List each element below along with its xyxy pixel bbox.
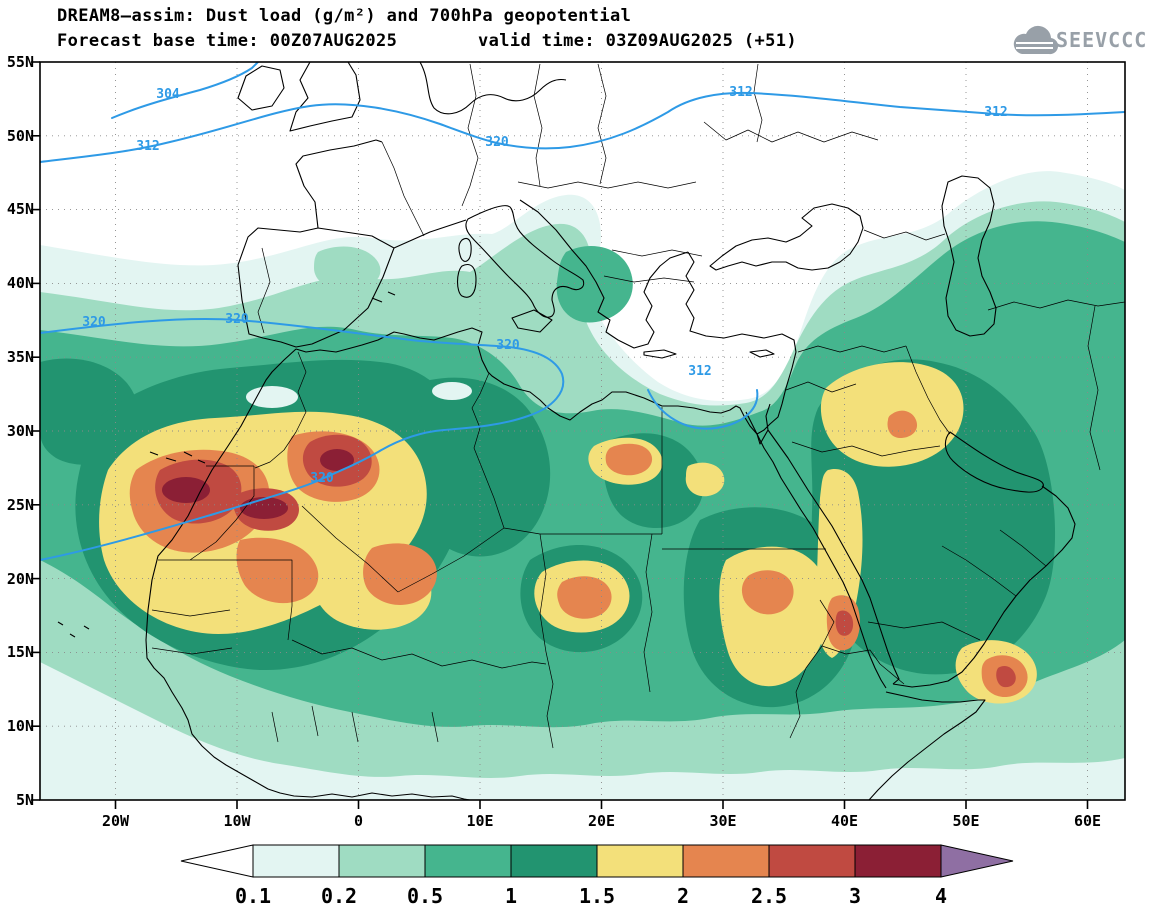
lat-label: 40N [6, 274, 34, 292]
contour-label: 312 [688, 364, 712, 379]
country-borders [151, 63, 1125, 749]
colorbar-segment [854, 844, 942, 878]
colorbar-label: 4 [934, 884, 948, 907]
geopotential-contours [40, 62, 1125, 561]
lat-label: 45N [6, 200, 34, 218]
forecast-base-time: Forecast base time: 00Z07AUG2025 [57, 31, 398, 51]
colorbar-segment [768, 844, 856, 878]
colorbar-label: 2.5 [750, 884, 788, 907]
lon-label: 0 [353, 812, 364, 830]
colorbar-label: 1.5 [578, 884, 616, 907]
contour-label: 312 [729, 85, 753, 100]
lon-label: 60E [1073, 812, 1102, 830]
colorbar-label: 0.2 [320, 884, 358, 907]
contour-label: 320 [310, 471, 334, 486]
colorbar-segment [596, 844, 684, 878]
lon-label: 10W [223, 812, 251, 830]
colorbar-right-arrow [940, 844, 1014, 878]
lat-label: 35N [6, 348, 34, 366]
coastlines [57, 62, 1076, 800]
lat-label: 50N [6, 127, 34, 145]
contour-label: 312 [136, 139, 160, 154]
lat-label: 25N [6, 496, 34, 514]
colorbar-segment [252, 844, 340, 878]
colorbar-segment [510, 844, 598, 878]
contour-label: 312 [984, 105, 1008, 120]
valid-time: valid time: 03Z09AUG2025 (+51) [478, 31, 798, 51]
seevccc-logo-cloud-icon [1013, 25, 1059, 55]
colorbar-segment [424, 844, 512, 878]
contour-label: 320 [82, 315, 106, 330]
contour-label: 320 [225, 312, 249, 327]
colorbar-label: 0.1 [234, 884, 272, 907]
contour-label: 304 [156, 87, 180, 102]
colorbar-label: 0.5 [406, 884, 444, 907]
colorbar-segment [338, 844, 426, 878]
lon-label: 40E [830, 812, 859, 830]
lat-label: 30N [6, 422, 34, 440]
lat-label: 5N [15, 791, 34, 809]
lon-label: 50E [952, 812, 980, 830]
lat-label: 20N [6, 570, 34, 588]
axis-ticks [31, 61, 1089, 809]
contour-label: 320 [485, 135, 509, 150]
seevccc-logo-text: SEEVCCC [1056, 28, 1148, 52]
colorbar-left-arrow [180, 844, 254, 878]
lon-label: 30E [709, 812, 737, 830]
colorbar-segment [682, 844, 770, 878]
page-title: DREAM8—assim: Dust load (g/m²) and 700hP… [57, 6, 632, 26]
lon-label: 20E [587, 812, 616, 830]
lat-label: 10N [6, 717, 34, 735]
lon-label: 10E [466, 812, 494, 830]
colorbar [180, 844, 1014, 878]
lat-label: 55N [6, 53, 34, 71]
grid-lines [40, 62, 1125, 800]
colorbar-label: 3 [848, 884, 862, 907]
lon-label: 20W [101, 812, 130, 830]
contour-label: 320 [496, 338, 520, 353]
dust-low-spots [246, 382, 472, 408]
lat-label: 15N [6, 643, 34, 661]
colorbar-label: 1 [504, 884, 518, 907]
colorbar-label: 2 [676, 884, 690, 907]
